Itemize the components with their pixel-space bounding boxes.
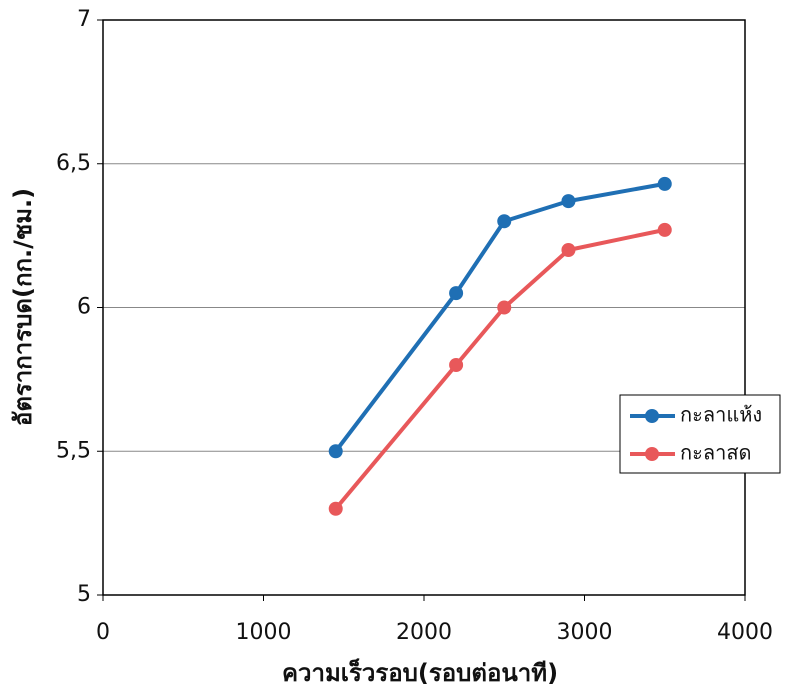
data-point [497, 301, 511, 315]
data-point [561, 243, 575, 257]
data-point [329, 444, 343, 458]
data-point [449, 358, 463, 372]
chart: ความเร็วรอบ(รอบต่อนาที) อัตราการบด(กก./ช… [0, 0, 800, 694]
x-tick-label: 2000 [396, 620, 452, 645]
data-point [658, 177, 672, 191]
legend-marker [645, 409, 659, 423]
y-tick-label: 5,5 [56, 438, 91, 463]
x-axis-title: ความเร็วรอบ(รอบต่อนาที) [282, 658, 558, 687]
data-point [658, 223, 672, 237]
y-tick-label: 7 [77, 7, 91, 32]
y-tick-label: 6,5 [56, 151, 91, 176]
data-point [449, 286, 463, 300]
legend-label: กะลาสด [680, 441, 752, 465]
x-tick-label: 1000 [236, 620, 292, 645]
x-tick-label: 0 [96, 620, 110, 645]
x-tick-label: 4000 [717, 620, 773, 645]
y-tick-label: 5 [77, 582, 91, 607]
data-point [561, 194, 575, 208]
series-line [336, 230, 665, 509]
y-axis-title: อัตราการบด(กก./ชม.) [9, 188, 37, 426]
x-tick-label: 3000 [557, 620, 613, 645]
y-tick-label: 6 [77, 295, 91, 320]
legend-marker [645, 447, 659, 461]
legend-label: กะลาแห้ง [680, 403, 762, 427]
data-point [329, 502, 343, 516]
data-point [497, 214, 511, 228]
